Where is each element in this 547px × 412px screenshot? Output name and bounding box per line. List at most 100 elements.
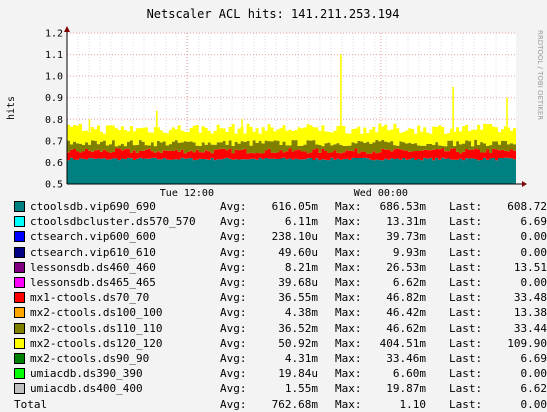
legend-avg-label: Avg: [220, 245, 247, 259]
legend-max-label: Max: [335, 260, 362, 274]
y-tick-label: 0.7 [45, 136, 63, 147]
y-tick-label: 0.8 [45, 115, 63, 126]
legend-max-value: 46.82m [386, 291, 426, 305]
legend-last-value: 6.62 [520, 382, 547, 396]
legend-max-value: 39.73m [386, 230, 426, 244]
legend-last-label: Last: [449, 200, 483, 213]
y-tick-label: 0.5 [45, 180, 63, 191]
y-tick-label: 1.2 [45, 29, 63, 40]
legend-max-label: Max: [335, 200, 362, 213]
legend-swatch [14, 383, 25, 395]
legend-swatch [14, 216, 25, 228]
y-tick-label: 1.1 [45, 50, 63, 61]
legend-last-label: Last: [449, 382, 483, 396]
legend-avg-value: 36.55m [278, 291, 318, 305]
legend-series-name: mx1-ctools.ds70_70 [30, 291, 150, 305]
legend-swatch [14, 201, 25, 212]
legend-max-label: Max: [335, 276, 362, 289]
hits-chart: Netscaler ACL hits: 141.211.253.194 hits… [0, 0, 547, 200]
legend-last-label: Last: [449, 245, 483, 259]
legend-last-label: Last: [449, 260, 483, 274]
legend-avg-label: Avg: [220, 230, 247, 244]
legend-max-value: 6.62m [392, 276, 426, 289]
legend-avg-label: Avg: [220, 291, 247, 305]
legend-max-value: 6.60m [392, 367, 426, 381]
y-axis-label: hits [6, 96, 17, 120]
x-axis-arrow-icon [522, 181, 527, 187]
legend-series-name: mx2-ctools.ds90_90 [30, 352, 150, 365]
legend-series-name: umiacdb.ds390_390 [30, 367, 143, 381]
legend-avg-label: Avg: [220, 215, 247, 229]
x-tick-label: Wed 00:00 [354, 188, 408, 199]
legend-max-label: Max: [335, 230, 362, 244]
legend-max-label: Max: [335, 367, 362, 381]
legend-max-value: 46.42m [386, 306, 426, 320]
legend-avg-label: Avg: [220, 200, 247, 213]
legend-series-name: ctsearch.vip600_600 [30, 230, 156, 244]
legend-last-label: Last: [449, 230, 483, 244]
legend-avg-label: Avg: [220, 276, 247, 289]
legend-max-value: 33.46m [386, 352, 426, 365]
x-tick-label: Tue 12:00 [160, 188, 214, 199]
legend-last-label: Last: [449, 291, 483, 305]
legend-avg-label: Avg: [220, 260, 247, 274]
grid-lines [67, 32, 516, 184]
legend-max-value: 13.31m [386, 215, 426, 229]
legend-last-label: Last: [449, 215, 483, 229]
legend-last-label: Last: [449, 367, 483, 381]
legend-avg-label: Avg: [220, 397, 247, 411]
legend-series-name: umiacdb.ds400_400 [30, 382, 143, 396]
legend-last-value: 0.00 [520, 367, 547, 381]
legend-last-value: 6.69 [520, 352, 547, 365]
legend-max-label: Max: [335, 306, 362, 320]
legend-last-value: 109.90 [507, 336, 547, 350]
legend-swatch [14, 322, 25, 334]
legend-swatch [14, 246, 25, 258]
legend-series-name: Total [14, 397, 48, 411]
legend-max-label: Max: [335, 352, 362, 365]
legend-last-value: 0.00 [520, 230, 547, 244]
stacked-areas [67, 54, 516, 184]
legend-swatch [14, 368, 25, 380]
stack-band-0 [67, 157, 516, 184]
legend-max-label: Max: [335, 321, 362, 335]
legend-series-name: mx2-ctools.ds110_110 [30, 321, 163, 335]
legend-max-label: Max: [335, 336, 362, 350]
legend-max-label: Max: [335, 291, 362, 305]
rrdtool-watermark: RRDTOOL / TOBI OETIKER [536, 30, 544, 120]
legend-swatch [14, 307, 25, 319]
legend-avg-label: Avg: [220, 352, 247, 365]
y-axis-arrow-icon [64, 26, 70, 32]
legend-avg-value: 616.05m [271, 200, 318, 213]
legend-avg-value: 762.68m [271, 397, 318, 411]
legend-max-label: Max: [335, 382, 362, 396]
legend-last-value: 0.00 [520, 245, 547, 259]
legend-series-name: ctsearch.vip610_610 [30, 245, 156, 259]
legend-swatch [14, 292, 25, 304]
legend-last-value: 13.51 [513, 260, 547, 274]
legend-max-value: 404.51m [379, 336, 426, 350]
legend-avg-value: 4.38m [284, 306, 318, 320]
legend-last-label: Last: [449, 336, 483, 350]
legend-max-value: 46.62m [386, 321, 426, 335]
legend-max-value: 19.87m [386, 382, 426, 396]
legend-last-value: 13.38 [513, 306, 547, 320]
legend-last-value: 6.69 [520, 215, 547, 229]
legend-swatch [14, 337, 25, 349]
legend-series-name: mx2-ctools.ds100_100 [30, 306, 163, 320]
legend-avg-value: 238.10u [271, 230, 318, 244]
legend-max-value: 1.10 [399, 397, 427, 411]
legend-avg-label: Avg: [220, 382, 247, 396]
y-tick-label: 0.9 [45, 93, 63, 104]
legend-avg-value: 39.68u [278, 276, 318, 289]
legend-last-label: Last: [449, 352, 483, 365]
legend-series-name: lessonsdb.ds460_460 [30, 260, 156, 274]
chart-title: Netscaler ACL hits: 141.211.253.194 [147, 7, 400, 21]
legend-series-name: ctoolsdbcluster.ds570_570 [30, 215, 196, 229]
y-tick-label: 1.0 [45, 72, 63, 83]
legend-max-value: 686.53m [379, 200, 426, 213]
legend-last-value: 0.00 [520, 276, 547, 289]
legend-avg-value: 50.92m [278, 336, 318, 350]
legend-max-value: 26.53m [386, 260, 426, 274]
